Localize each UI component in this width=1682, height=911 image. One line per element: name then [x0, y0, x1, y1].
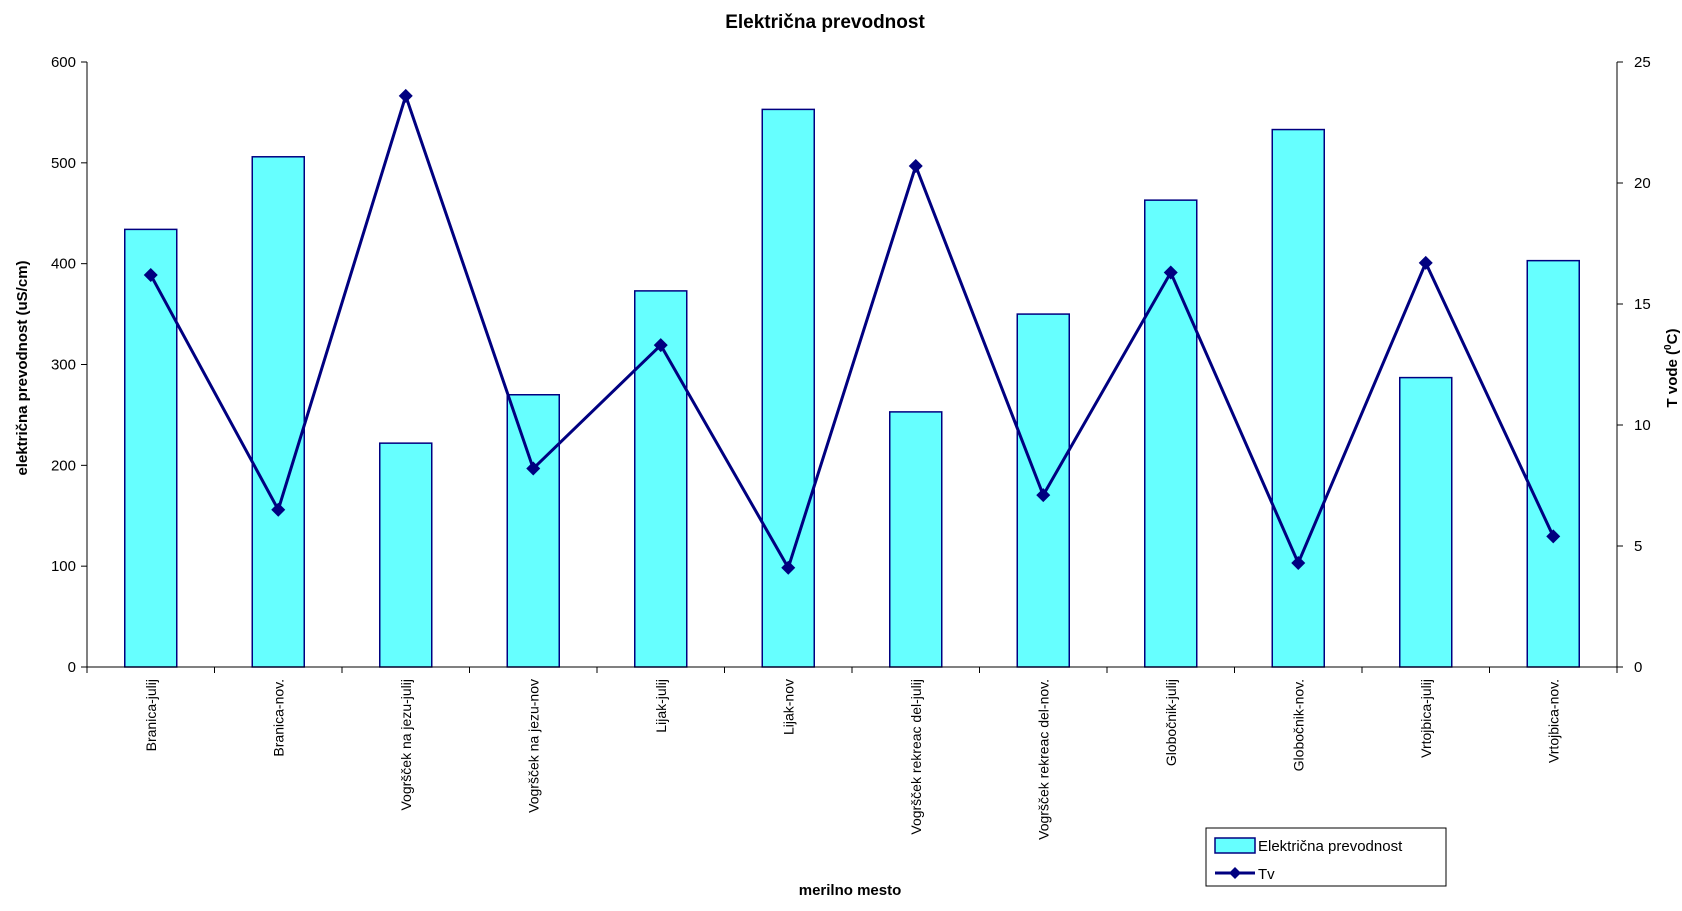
- y-tick-label: 0: [68, 659, 76, 676]
- bar: [251, 156, 305, 668]
- bar: [379, 442, 433, 668]
- x-category-label: Globočnik-nov.: [1290, 679, 1306, 771]
- bar: [761, 108, 815, 668]
- x-axis-title: merilno mesto: [799, 882, 902, 899]
- chart-title: Električna prevodnost: [725, 12, 925, 33]
- y-tick-label: 300: [51, 357, 76, 374]
- line-layer: [143, 88, 1561, 575]
- series-line-tv: [149, 91, 1555, 572]
- category-labels-layer: Branica-julij Branica-nov. Vogršček na jez…: [143, 679, 1562, 840]
- line-point: [781, 560, 796, 575]
- bars-layer: [124, 108, 1580, 668]
- y2-tick-label: 20: [1634, 175, 1651, 192]
- line-point: [398, 88, 413, 103]
- x-category-label: Vogršček rekreac del-nov.: [1035, 679, 1051, 840]
- line-point: [1291, 555, 1306, 570]
- y-tick-label: 200: [51, 457, 76, 474]
- ticks-layer: 0 100 200 300 400 500 600 0 5 10 15 20 25: [51, 54, 1651, 676]
- legend: Električna prevodnost Tv: [1205, 827, 1447, 887]
- line-point: [1546, 529, 1561, 544]
- bar: [1271, 128, 1325, 668]
- line-point: [143, 267, 158, 282]
- x-category-label: Vogršček na jezu-nov: [525, 679, 541, 813]
- legend-bar-swatch: [1214, 837, 1256, 854]
- line-point: [526, 461, 541, 476]
- legend-line-marker: [1229, 867, 1241, 879]
- y2-tick-label: 0: [1634, 659, 1642, 676]
- x-category-label: Vogršček rekreac del-julij: [908, 679, 924, 835]
- x-category-label: Lijak-julij: [653, 679, 669, 733]
- y2-axis-title-main: T vode (: [1664, 350, 1681, 408]
- y-tick-label: 400: [51, 256, 76, 273]
- y2-tick-label: 25: [1634, 54, 1651, 71]
- y2-axis-title-end: C): [1664, 329, 1681, 345]
- x-category-label: Lijak-nov: [780, 679, 796, 735]
- y-axis-title: električna prevodnost (uS/cm): [14, 260, 31, 475]
- line-point: [1036, 488, 1051, 503]
- bar: [889, 411, 943, 668]
- line-point: [653, 338, 668, 353]
- x-category-label: Branica-nov.: [270, 679, 286, 757]
- y2-axis-title: T vode (0C): [1663, 329, 1681, 408]
- y2-tick-label: 15: [1634, 296, 1651, 313]
- y-tick-label: 600: [51, 54, 76, 71]
- legend-bar-label: Električna prevodnost: [1258, 838, 1403, 855]
- legend-line-label: Tv: [1258, 866, 1275, 883]
- x-category-label: Vrtojbica-julij: [1418, 679, 1434, 758]
- bar: [1526, 259, 1580, 668]
- y2-tick-label: 10: [1634, 417, 1651, 434]
- bar: [124, 228, 178, 668]
- y-tick-label: 500: [51, 155, 76, 172]
- y2-axis-title-sup: 0: [1663, 344, 1674, 350]
- line-point: [1163, 265, 1178, 280]
- line-point: [1418, 255, 1433, 270]
- y2-tick-label: 5: [1634, 538, 1642, 555]
- line-point: [271, 502, 286, 517]
- bar: [506, 394, 560, 668]
- legend-box: [1205, 827, 1447, 887]
- y-tick-label: 100: [51, 558, 76, 575]
- x-category-label: Vogršček na jezu-julij: [398, 679, 414, 811]
- x-category-label: Globočnik-julij: [1163, 679, 1179, 766]
- x-category-label: Branica-julij: [143, 679, 159, 751]
- line-point: [908, 159, 923, 174]
- bar: [1399, 376, 1453, 668]
- x-category-label: Vrtojbica-nov.: [1545, 679, 1561, 763]
